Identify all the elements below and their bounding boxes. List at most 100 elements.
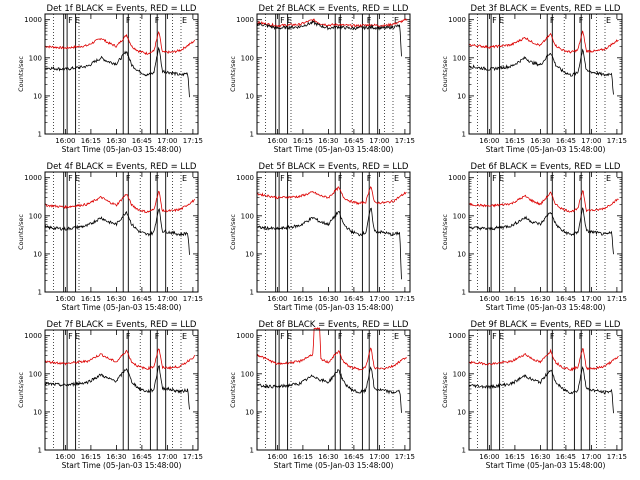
- y-tick-label: 1000: [448, 174, 466, 182]
- x-tick-label: 17:15: [183, 137, 203, 145]
- attenuator-marker: F: [492, 16, 497, 25]
- y-tick-label: 100: [241, 212, 254, 220]
- series-lld: [468, 30, 619, 54]
- panel-det-8: Det 8f BLACK = Events, RED = LLD 1 10 100 10…: [229, 320, 415, 470]
- attenuator-marker: E: [75, 174, 80, 183]
- y-tick-label: 1000: [448, 16, 466, 24]
- y-tick-label: 100: [29, 54, 42, 62]
- series-lld: [44, 31, 195, 55]
- x-tick-label: 16:00: [55, 453, 75, 461]
- attenuator-marker: E: [394, 16, 399, 25]
- y-axis-label: Counts/sec: [441, 214, 449, 250]
- x-axis-label: Start Time (05-Jan-03 15:48:00): [62, 461, 182, 470]
- x-axis-label: Start Time (05-Jan-03 15:48:00): [486, 145, 606, 154]
- attenuator-marker: E: [287, 174, 292, 183]
- series-lld: [44, 190, 195, 214]
- series-lld: [256, 186, 407, 206]
- x-tick-label: 16:45: [344, 137, 364, 145]
- series-events: [44, 46, 190, 98]
- attenuator-marker: F: [155, 332, 160, 341]
- series-events: [44, 208, 190, 255]
- y-tick-label: 1000: [236, 174, 254, 182]
- attenuator-marker: E: [606, 174, 611, 183]
- attenuator-marker: F: [280, 174, 285, 183]
- x-axis-label: Start Time (05-Jan-03 15:48:00): [274, 303, 394, 312]
- y-tick-label: 1: [462, 289, 466, 297]
- attenuator-marker: E: [182, 174, 187, 183]
- attenuator-marker: F: [367, 332, 372, 341]
- x-tick-label: 16:30: [318, 453, 338, 461]
- x-tick-label: 16:15: [293, 453, 313, 461]
- y-tick-label: 10: [245, 408, 254, 416]
- x-tick-label: 16:00: [55, 137, 75, 145]
- attenuator-marker: E: [606, 16, 611, 25]
- y-tick-label: 10: [457, 92, 466, 100]
- series-events: [256, 20, 402, 57]
- y-axis-label: Counts/sec: [17, 372, 25, 408]
- attenuator-marker: F: [126, 16, 131, 25]
- x-tick-label: 16:00: [55, 295, 75, 303]
- attenuator-marker: E: [182, 332, 187, 341]
- attenuator-marker: F: [338, 16, 343, 25]
- y-axis-label: Counts/sec: [441, 372, 449, 408]
- x-tick-label: 17:15: [395, 453, 415, 461]
- x-tick-label: 16:15: [81, 453, 101, 461]
- plot-frame: [468, 13, 623, 135]
- x-tick-label: 17:00: [369, 453, 389, 461]
- panel-det-3: Det 3f BLACK = Events, RED = LLD 1 10 100 10…: [441, 4, 627, 154]
- y-tick-label: 100: [453, 212, 466, 220]
- series-events: [468, 48, 614, 95]
- x-tick-label: 16:30: [318, 295, 338, 303]
- panel-title: Det 9f BLACK = Events, RED = LLD: [471, 320, 621, 330]
- panel-title: Det 4f BLACK = Events, RED = LLD: [47, 162, 197, 172]
- panel-det-9: Det 9f BLACK = Events, RED = LLD 1 10 100 10…: [441, 320, 627, 470]
- x-tick-label: 17:00: [369, 137, 389, 145]
- x-tick-label: 17:00: [369, 295, 389, 303]
- plot-frame: [468, 171, 623, 293]
- y-tick-label: 100: [29, 212, 42, 220]
- y-tick-label: 10: [33, 92, 42, 100]
- x-tick-label: 16:15: [505, 137, 525, 145]
- panel-det-4: Det 4f BLACK = Events, RED = LLD 1 10 100 10…: [17, 162, 203, 312]
- attenuator-marker: F: [126, 332, 131, 341]
- x-tick-label: 17:00: [157, 295, 177, 303]
- x-tick-label: 17:00: [581, 453, 601, 461]
- panel-title: Det 2f BLACK = Events, RED = LLD: [259, 4, 409, 14]
- panel-det-7: Det 7f BLACK = Events, RED = LLD 1 10 100 10…: [17, 320, 203, 470]
- x-tick-label: 16:00: [479, 453, 499, 461]
- y-tick-label: 100: [453, 54, 466, 62]
- x-tick-label: 17:15: [395, 295, 415, 303]
- y-tick-label: 10: [33, 408, 42, 416]
- attenuator-marker: F: [579, 174, 584, 183]
- y-tick-label: 100: [241, 370, 254, 378]
- attenuator-marker: F: [579, 16, 584, 25]
- y-tick-label: 10: [457, 250, 466, 258]
- y-tick-label: 1000: [236, 332, 254, 340]
- y-tick-label: 1000: [24, 16, 42, 24]
- y-tick-label: 1: [250, 447, 254, 455]
- x-tick-label: 16:45: [556, 453, 576, 461]
- x-tick-label: 16:00: [267, 295, 287, 303]
- x-tick-label: 16:45: [132, 137, 152, 145]
- y-tick-label: 1: [38, 447, 42, 455]
- attenuator-marker: E: [287, 332, 292, 341]
- x-tick-label: 17:15: [607, 453, 627, 461]
- panel-title: Det 1f BLACK = Events, RED = LLD: [47, 4, 197, 14]
- plot-frame: [44, 13, 199, 135]
- attenuator-marker: E: [287, 16, 292, 25]
- x-tick-label: 16:30: [106, 295, 126, 303]
- x-tick-label: 17:00: [157, 453, 177, 461]
- x-tick-label: 16:15: [293, 137, 313, 145]
- x-axis-label: Start Time (05-Jan-03 15:48:00): [62, 303, 182, 312]
- attenuator-marker: F: [68, 332, 73, 341]
- y-axis-label: Counts/sec: [17, 214, 25, 250]
- attenuator-marker: E: [499, 16, 504, 25]
- y-tick-label: 100: [241, 54, 254, 62]
- x-tick-label: 16:45: [344, 453, 364, 461]
- x-tick-label: 16:30: [318, 137, 338, 145]
- x-axis-label: Start Time (05-Jan-03 15:48:00): [274, 461, 394, 470]
- attenuator-marker: E: [499, 174, 504, 183]
- x-tick-label: 16:15: [81, 137, 101, 145]
- panel-det-6: Det 6f BLACK = Events, RED = LLD 1 10 100 10…: [441, 162, 627, 312]
